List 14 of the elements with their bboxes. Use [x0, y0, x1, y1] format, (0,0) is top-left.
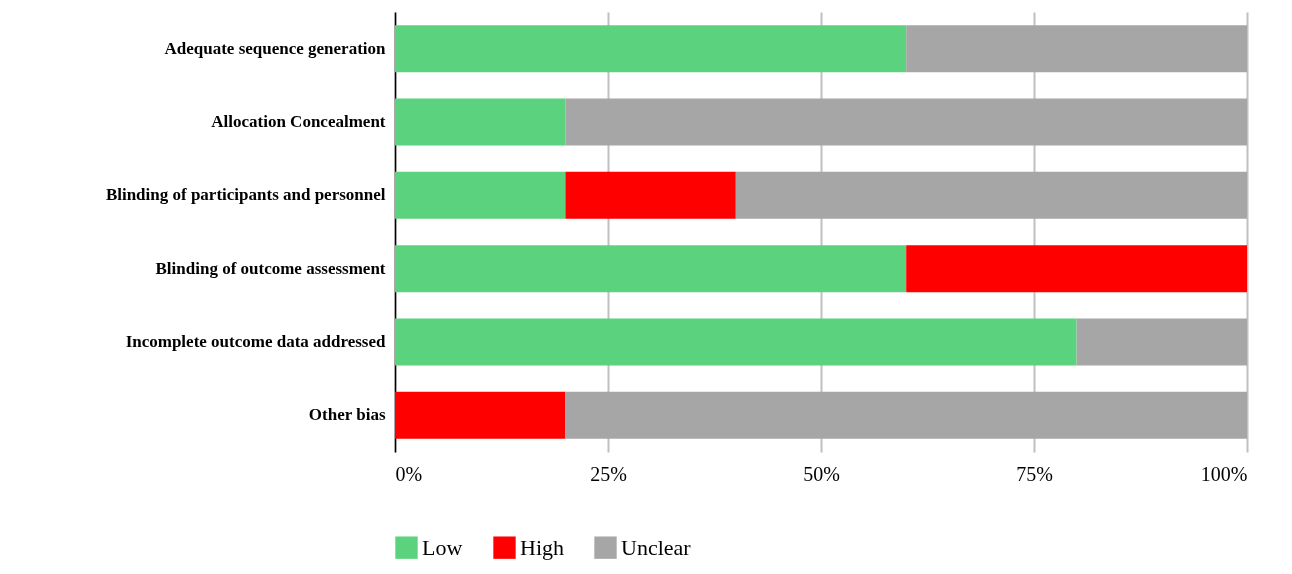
legend-label: Low: [422, 534, 463, 560]
y-tick-label: Blinding of outcome assessment: [155, 258, 386, 278]
legend-label: High: [520, 534, 564, 560]
y-tick-label: Blinding of participants and personnel: [105, 185, 386, 205]
x-tick-label: 50%: [803, 462, 840, 485]
y-tick-label: Allocation Concealment: [211, 112, 386, 131]
x-tick-label: 25%: [590, 462, 627, 485]
x-tick-label: 0%: [395, 462, 423, 485]
y-tick-label: Adequate sequence generation: [164, 38, 387, 58]
y-tick-label: Other bias: [308, 405, 386, 425]
x-tick-label: 100%: [1200, 462, 1248, 485]
y-tick-label: Incomplete outcome data addressed: [125, 332, 387, 351]
x-tick-label: 75%: [1016, 462, 1053, 485]
legend-label: Unclear: [621, 534, 692, 560]
